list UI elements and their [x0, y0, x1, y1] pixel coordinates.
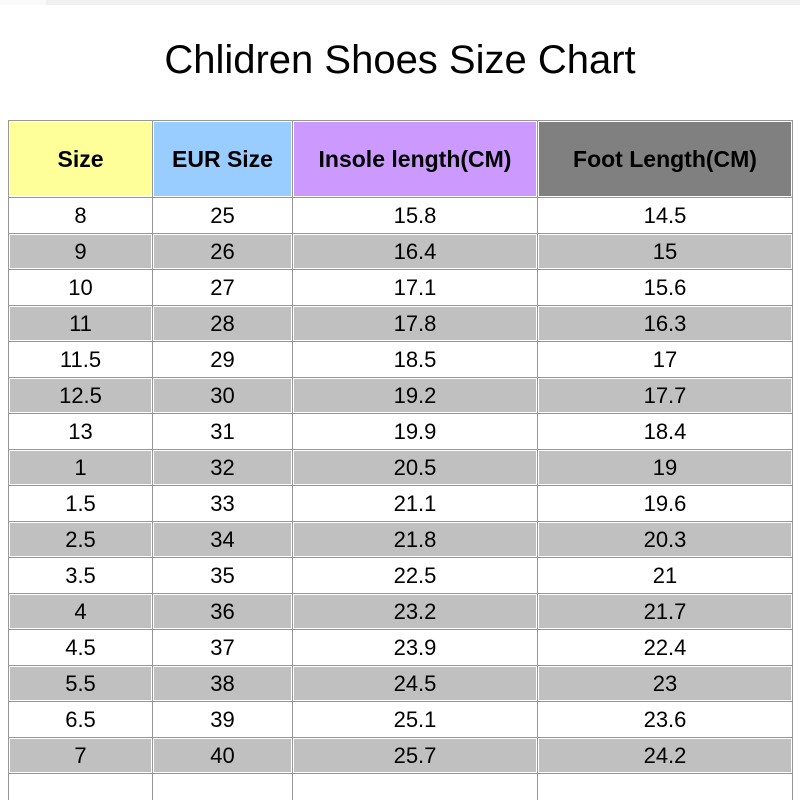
top-scrollbar-remnant-left: [0, 0, 46, 5]
table-cell: 22.4: [538, 630, 792, 665]
table-row: 1.5 33 21.1 19.6: [9, 486, 792, 521]
column-header-size: Size: [9, 121, 152, 197]
page-title: Chlidren Shoes Size Chart: [164, 38, 636, 82]
table-row: 11 28 17.8 16.3: [9, 306, 792, 341]
table-cell: [293, 774, 537, 800]
table-cell: 11: [9, 306, 152, 341]
table-cell: 37: [153, 630, 292, 665]
table-cell: [538, 774, 792, 800]
table-cell: 10: [9, 270, 152, 305]
table-cell: 12.5: [9, 378, 152, 413]
table-cell: 30: [153, 378, 292, 413]
table-cell: 23.9: [293, 630, 537, 665]
table-cell: 39: [153, 702, 292, 737]
table-row: 10 27 17.1 15.6: [9, 270, 792, 305]
table-cell: 24.2: [538, 738, 792, 773]
table-cell: 17: [538, 342, 792, 377]
table-cell: 21: [538, 558, 792, 593]
table-cell: 29: [153, 342, 292, 377]
table-cell: 11.5: [9, 342, 152, 377]
table-empty-row: [9, 774, 792, 800]
table-cell: 31: [153, 414, 292, 449]
table-cell: 18.4: [538, 414, 792, 449]
table-cell: 26: [153, 234, 292, 269]
table-cell: 3.5: [9, 558, 152, 593]
table-cell: 1: [9, 450, 152, 485]
table-cell: 17.1: [293, 270, 537, 305]
table-row: 5.5 38 24.5 23: [9, 666, 792, 701]
table-cell: 22.5: [293, 558, 537, 593]
table-cell: 9: [9, 234, 152, 269]
table-cell: 27: [153, 270, 292, 305]
table-row: 7 40 25.7 24.2: [9, 738, 792, 773]
table-cell: 19.2: [293, 378, 537, 413]
table-cell: 4: [9, 594, 152, 629]
table-cell: 1.5: [9, 486, 152, 521]
table-cell: 23.2: [293, 594, 537, 629]
table-cell: 2.5: [9, 522, 152, 557]
table-cell: 6.5: [9, 702, 152, 737]
table-cell: 24.5: [293, 666, 537, 701]
column-header-foot-length-cm: Foot Length(CM): [538, 121, 792, 197]
table-cell: 19.6: [538, 486, 792, 521]
table-cell: 33: [153, 486, 292, 521]
table-row: 6.5 39 25.1 23.6: [9, 702, 792, 737]
table-row: 12.5 30 19.2 17.7: [9, 378, 792, 413]
table-cell: 18.5: [293, 342, 537, 377]
table-cell: 34: [153, 522, 292, 557]
table-cell: 20.3: [538, 522, 792, 557]
table-cell: 21.7: [538, 594, 792, 629]
table-cell: 23: [538, 666, 792, 701]
table-cell: 36: [153, 594, 292, 629]
table-cell: 8: [9, 198, 152, 233]
table-cell: 17.8: [293, 306, 537, 341]
table-cell: 20.5: [293, 450, 537, 485]
table-cell: 38: [153, 666, 292, 701]
table-row: 9 26 16.4 15: [9, 234, 792, 269]
column-header-insole-length-cm: Insole length(CM): [293, 121, 537, 197]
table-cell: 5.5: [9, 666, 152, 701]
table-cell: 19.9: [293, 414, 537, 449]
table-cell: 25: [153, 198, 292, 233]
table-row: 11.5 29 18.5 17: [9, 342, 792, 377]
table-row: 1 32 20.5 19: [9, 450, 792, 485]
table-cell: 15.8: [293, 198, 537, 233]
table-row: 4 36 23.2 21.7: [9, 594, 792, 629]
table-cell: 21.1: [293, 486, 537, 521]
table-cell: [153, 774, 292, 800]
table-cell: 28: [153, 306, 292, 341]
column-header-eur-size: EUR Size: [153, 121, 292, 197]
table-cell: 15.6: [538, 270, 792, 305]
table-cell: 4.5: [9, 630, 152, 665]
table-cell: 23.6: [538, 702, 792, 737]
table-row: 13 31 19.9 18.4: [9, 414, 792, 449]
size-chart-table: Size EUR Size Insole length(CM) Foot Length…: [8, 120, 793, 800]
table-cell: 21.8: [293, 522, 537, 557]
table-row: 2.5 34 21.8 20.3: [9, 522, 792, 557]
table-cell: 25.1: [293, 702, 537, 737]
table-cell: 13: [9, 414, 152, 449]
table-cell: 14.5: [538, 198, 792, 233]
table-cell: 32: [153, 450, 292, 485]
table-cell: 7: [9, 738, 152, 773]
table-cell: 40: [153, 738, 292, 773]
table-cell: 35: [153, 558, 292, 593]
table-cell: 16.4: [293, 234, 537, 269]
table-cell: 16.3: [538, 306, 792, 341]
table-row: 8 25 15.8 14.5: [9, 198, 792, 233]
table-cell: [9, 774, 152, 800]
table-row: 4.5 37 23.9 22.4: [9, 630, 792, 665]
table-cell: 15: [538, 234, 792, 269]
table-cell: 17.7: [538, 378, 792, 413]
top-scrollbar-remnant: [0, 0, 800, 5]
table-row: 3.5 35 22.5 21: [9, 558, 792, 593]
table-cell: 19: [538, 450, 792, 485]
table-header-row: Size EUR Size Insole length(CM) Foot Length…: [9, 121, 792, 197]
table-cell: 25.7: [293, 738, 537, 773]
